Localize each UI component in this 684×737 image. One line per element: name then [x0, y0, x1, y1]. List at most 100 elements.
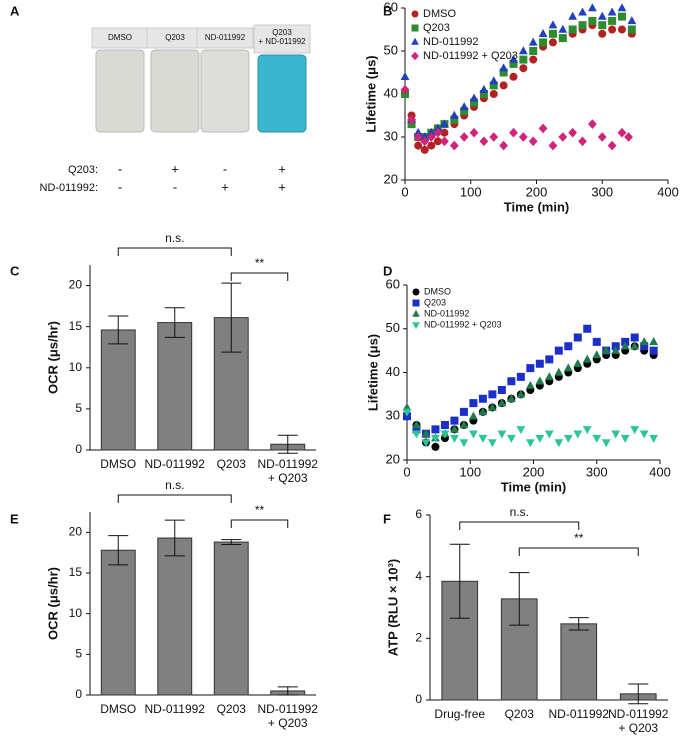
marker [649, 346, 658, 355]
y-tick-label: 0 [75, 442, 82, 456]
marker [469, 411, 478, 420]
legend-marker [412, 322, 420, 330]
marker [433, 137, 442, 146]
marker [573, 358, 583, 367]
x-tick-label: ND-011992 [145, 457, 206, 471]
marker [639, 337, 649, 346]
marker [433, 123, 443, 132]
bar [213, 541, 249, 696]
x-tick-label: 100 [460, 184, 482, 199]
marker [478, 434, 488, 443]
marker [611, 345, 621, 354]
x-tick-label: 400 [657, 184, 679, 199]
significance-label: ** [255, 256, 265, 270]
marker [440, 136, 449, 147]
marker [499, 68, 508, 77]
legend-marker [412, 299, 420, 307]
sign: - [118, 161, 122, 176]
marker [420, 136, 430, 147]
significance-label: ** [574, 531, 584, 545]
marker [450, 115, 459, 124]
significance-label: n.s. [510, 505, 529, 519]
marker [592, 434, 602, 443]
marker [528, 136, 538, 147]
marker [597, 132, 607, 142]
marker [545, 355, 554, 364]
significance-bracket [117, 494, 232, 503]
marker [608, 16, 617, 25]
marker [450, 434, 459, 443]
panel-label: F [383, 511, 391, 526]
marker [431, 425, 440, 434]
marker [400, 72, 410, 80]
y-tick-label: 0 [415, 692, 422, 706]
y-tick-label: 5 [75, 647, 82, 661]
marker [538, 29, 548, 37]
panel-label: C [10, 263, 20, 278]
x-axis-label: Time (min) [504, 199, 570, 214]
marker [516, 389, 526, 398]
vial-label: Q203 [165, 33, 185, 42]
marker [535, 434, 545, 443]
x-tick-label: Q203 [217, 702, 247, 716]
marker [611, 430, 621, 439]
marker [412, 425, 421, 434]
y-tick-label: 0 [75, 687, 82, 701]
panel-label: B [383, 3, 392, 18]
marker [617, 25, 626, 34]
marker [568, 25, 577, 34]
marker [528, 37, 538, 46]
marker [607, 140, 617, 151]
marker [469, 127, 479, 138]
marker [620, 434, 630, 443]
y-tick-label: 50 [384, 42, 398, 57]
marker [414, 141, 423, 150]
marker [640, 342, 649, 351]
legend-marker [412, 309, 420, 317]
x-tick-label: ND-011992 + Q203 [258, 702, 319, 730]
marker [421, 439, 431, 448]
y-tick-label: 20 [69, 278, 83, 292]
vial-cap [253, 24, 311, 54]
marker [516, 372, 525, 381]
marker [617, 127, 627, 138]
marker [497, 398, 507, 407]
sign: - [173, 179, 177, 194]
vial-label: ND-011992 [205, 33, 246, 42]
y-tick-label: 30 [384, 128, 398, 143]
legend-marker [411, 10, 419, 18]
marker [459, 420, 469, 429]
marker [427, 141, 436, 150]
marker [544, 372, 554, 381]
vial [200, 49, 250, 133]
y-axis-label: Lifetime (μs) [365, 334, 380, 411]
x-tick-label: 200 [523, 464, 545, 479]
marker [459, 102, 469, 111]
sign: + [221, 179, 229, 194]
x-tick-label: 200 [526, 184, 548, 199]
x-tick-label: Q203 [217, 457, 247, 471]
y-tick-label: 15 [69, 565, 83, 579]
marker [627, 25, 636, 34]
marker [470, 98, 479, 107]
marker [525, 439, 535, 448]
marker [478, 407, 488, 416]
y-axis-label: OCR (μs/hr) [45, 567, 60, 640]
bar [100, 549, 136, 696]
marker [649, 337, 659, 346]
x-tick-label: Drug-free [434, 707, 485, 721]
bar [157, 322, 193, 451]
marker [598, 29, 607, 38]
significance-label: ** [255, 503, 265, 517]
marker [597, 11, 607, 20]
marker [573, 430, 583, 439]
vial [257, 54, 307, 133]
marker [509, 72, 518, 81]
y-tick-label: 4 [415, 569, 422, 583]
marker [509, 59, 518, 68]
x-tick-label: ND-011992 [549, 707, 610, 721]
significance-bracket [518, 547, 639, 556]
marker [578, 136, 587, 147]
marker [607, 7, 617, 16]
marker [431, 434, 440, 443]
